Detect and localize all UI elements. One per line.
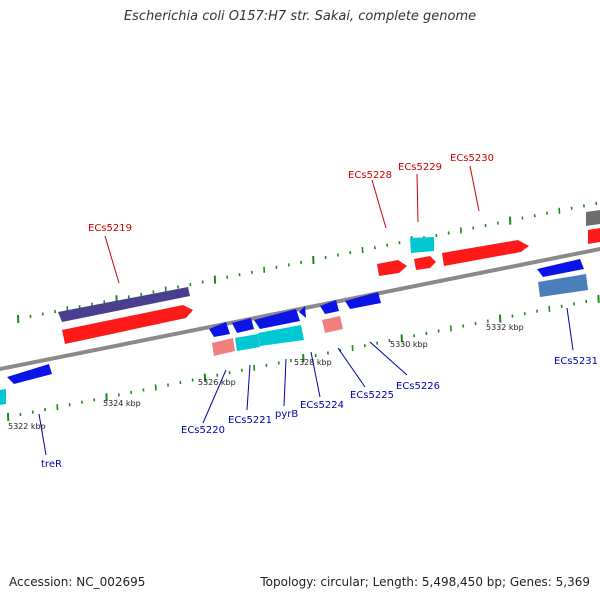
gene-arrow-ecs5225[interactable] xyxy=(320,300,339,314)
gene-label-ecs5219[interactable]: ECs5219 xyxy=(88,223,132,234)
gene-label-pyrb[interactable]: pyrB xyxy=(275,409,298,420)
gene-arrow-ecs5226[interactable] xyxy=(345,292,381,309)
gene-bar-ecs5220-pink[interactable] xyxy=(212,338,235,356)
gene-label-ecs5221[interactable]: ECs5221 xyxy=(228,415,272,426)
scale-label-5332: 5332 kbp xyxy=(486,323,524,332)
upper-tick-track xyxy=(17,201,598,324)
gene-bar-ecs5225-pink[interactable] xyxy=(322,316,343,333)
genome-title: Escherichia coli O157:H7 str. Sakai, com… xyxy=(123,9,477,24)
gene-arrow-ecs5228[interactable] xyxy=(377,260,407,276)
gene-arrow-pyrb[interactable] xyxy=(254,309,300,329)
gene-bar-ecs5219-red[interactable] xyxy=(62,305,193,344)
scale-label-5324: 5324 kbp xyxy=(103,399,141,408)
gene-arrow-ecs5230[interactable] xyxy=(442,240,529,266)
scale-label-5326: 5326 kbp xyxy=(198,378,236,387)
gene-label-ecs5225[interactable]: ECs5225 xyxy=(350,390,394,401)
gene-label-ecs5224[interactable]: ECs5224 xyxy=(300,400,344,411)
gene-arrow-ecs5220[interactable] xyxy=(209,322,230,337)
gene-bar-pyrb-cyan[interactable] xyxy=(258,325,304,346)
forward-features xyxy=(58,210,600,344)
label-leader-lines xyxy=(38,165,574,456)
reverse-features xyxy=(0,259,588,405)
gene-arrow-ecs5224[interactable] xyxy=(299,306,306,318)
gene-label-ecs5220[interactable]: ECs5220 xyxy=(181,425,225,436)
gene-arrow-ecs5221[interactable] xyxy=(232,318,254,333)
gene-bar-ecs5219-purple[interactable] xyxy=(58,287,190,322)
gene-bar-ecs5229-cyan[interactable] xyxy=(410,237,434,253)
gene-arrow-ecs5231[interactable] xyxy=(537,259,584,277)
gene-arrow-trer[interactable] xyxy=(7,364,52,384)
lower-tick-track xyxy=(7,294,600,422)
gene-arrow-ecs5229[interactable] xyxy=(414,256,436,270)
scale-label-5322: 5322 kbp xyxy=(8,422,46,431)
genome-summary-text: Topology: circular; Length: 5,498,450 bp… xyxy=(260,575,590,589)
gene-label-ecs5229[interactable]: ECs5229 xyxy=(398,162,442,173)
scale-label-5330: 5330 kbp xyxy=(390,340,428,349)
accession-text: Accession: NC_002695 xyxy=(9,575,146,589)
gene-label-ecs5226[interactable]: ECs5226 xyxy=(396,381,440,392)
gene-label-trer[interactable]: treR xyxy=(41,459,62,470)
gene-bar-ecs5231-steel[interactable] xyxy=(538,274,588,297)
gene-label-ecs5231[interactable]: ECs5231 xyxy=(554,356,598,367)
gene-bar-ecs5221-cyan[interactable] xyxy=(235,334,260,351)
gene-label-ecs5228[interactable]: ECs5228 xyxy=(348,170,392,181)
genome-backbone xyxy=(0,246,600,372)
gene-bar-cyan-edge xyxy=(0,389,6,405)
gene-arrow-red-edge xyxy=(588,228,600,244)
gene-label-ecs5230[interactable]: ECs5230 xyxy=(450,153,494,164)
gene-bar-gray-edge xyxy=(586,210,600,226)
